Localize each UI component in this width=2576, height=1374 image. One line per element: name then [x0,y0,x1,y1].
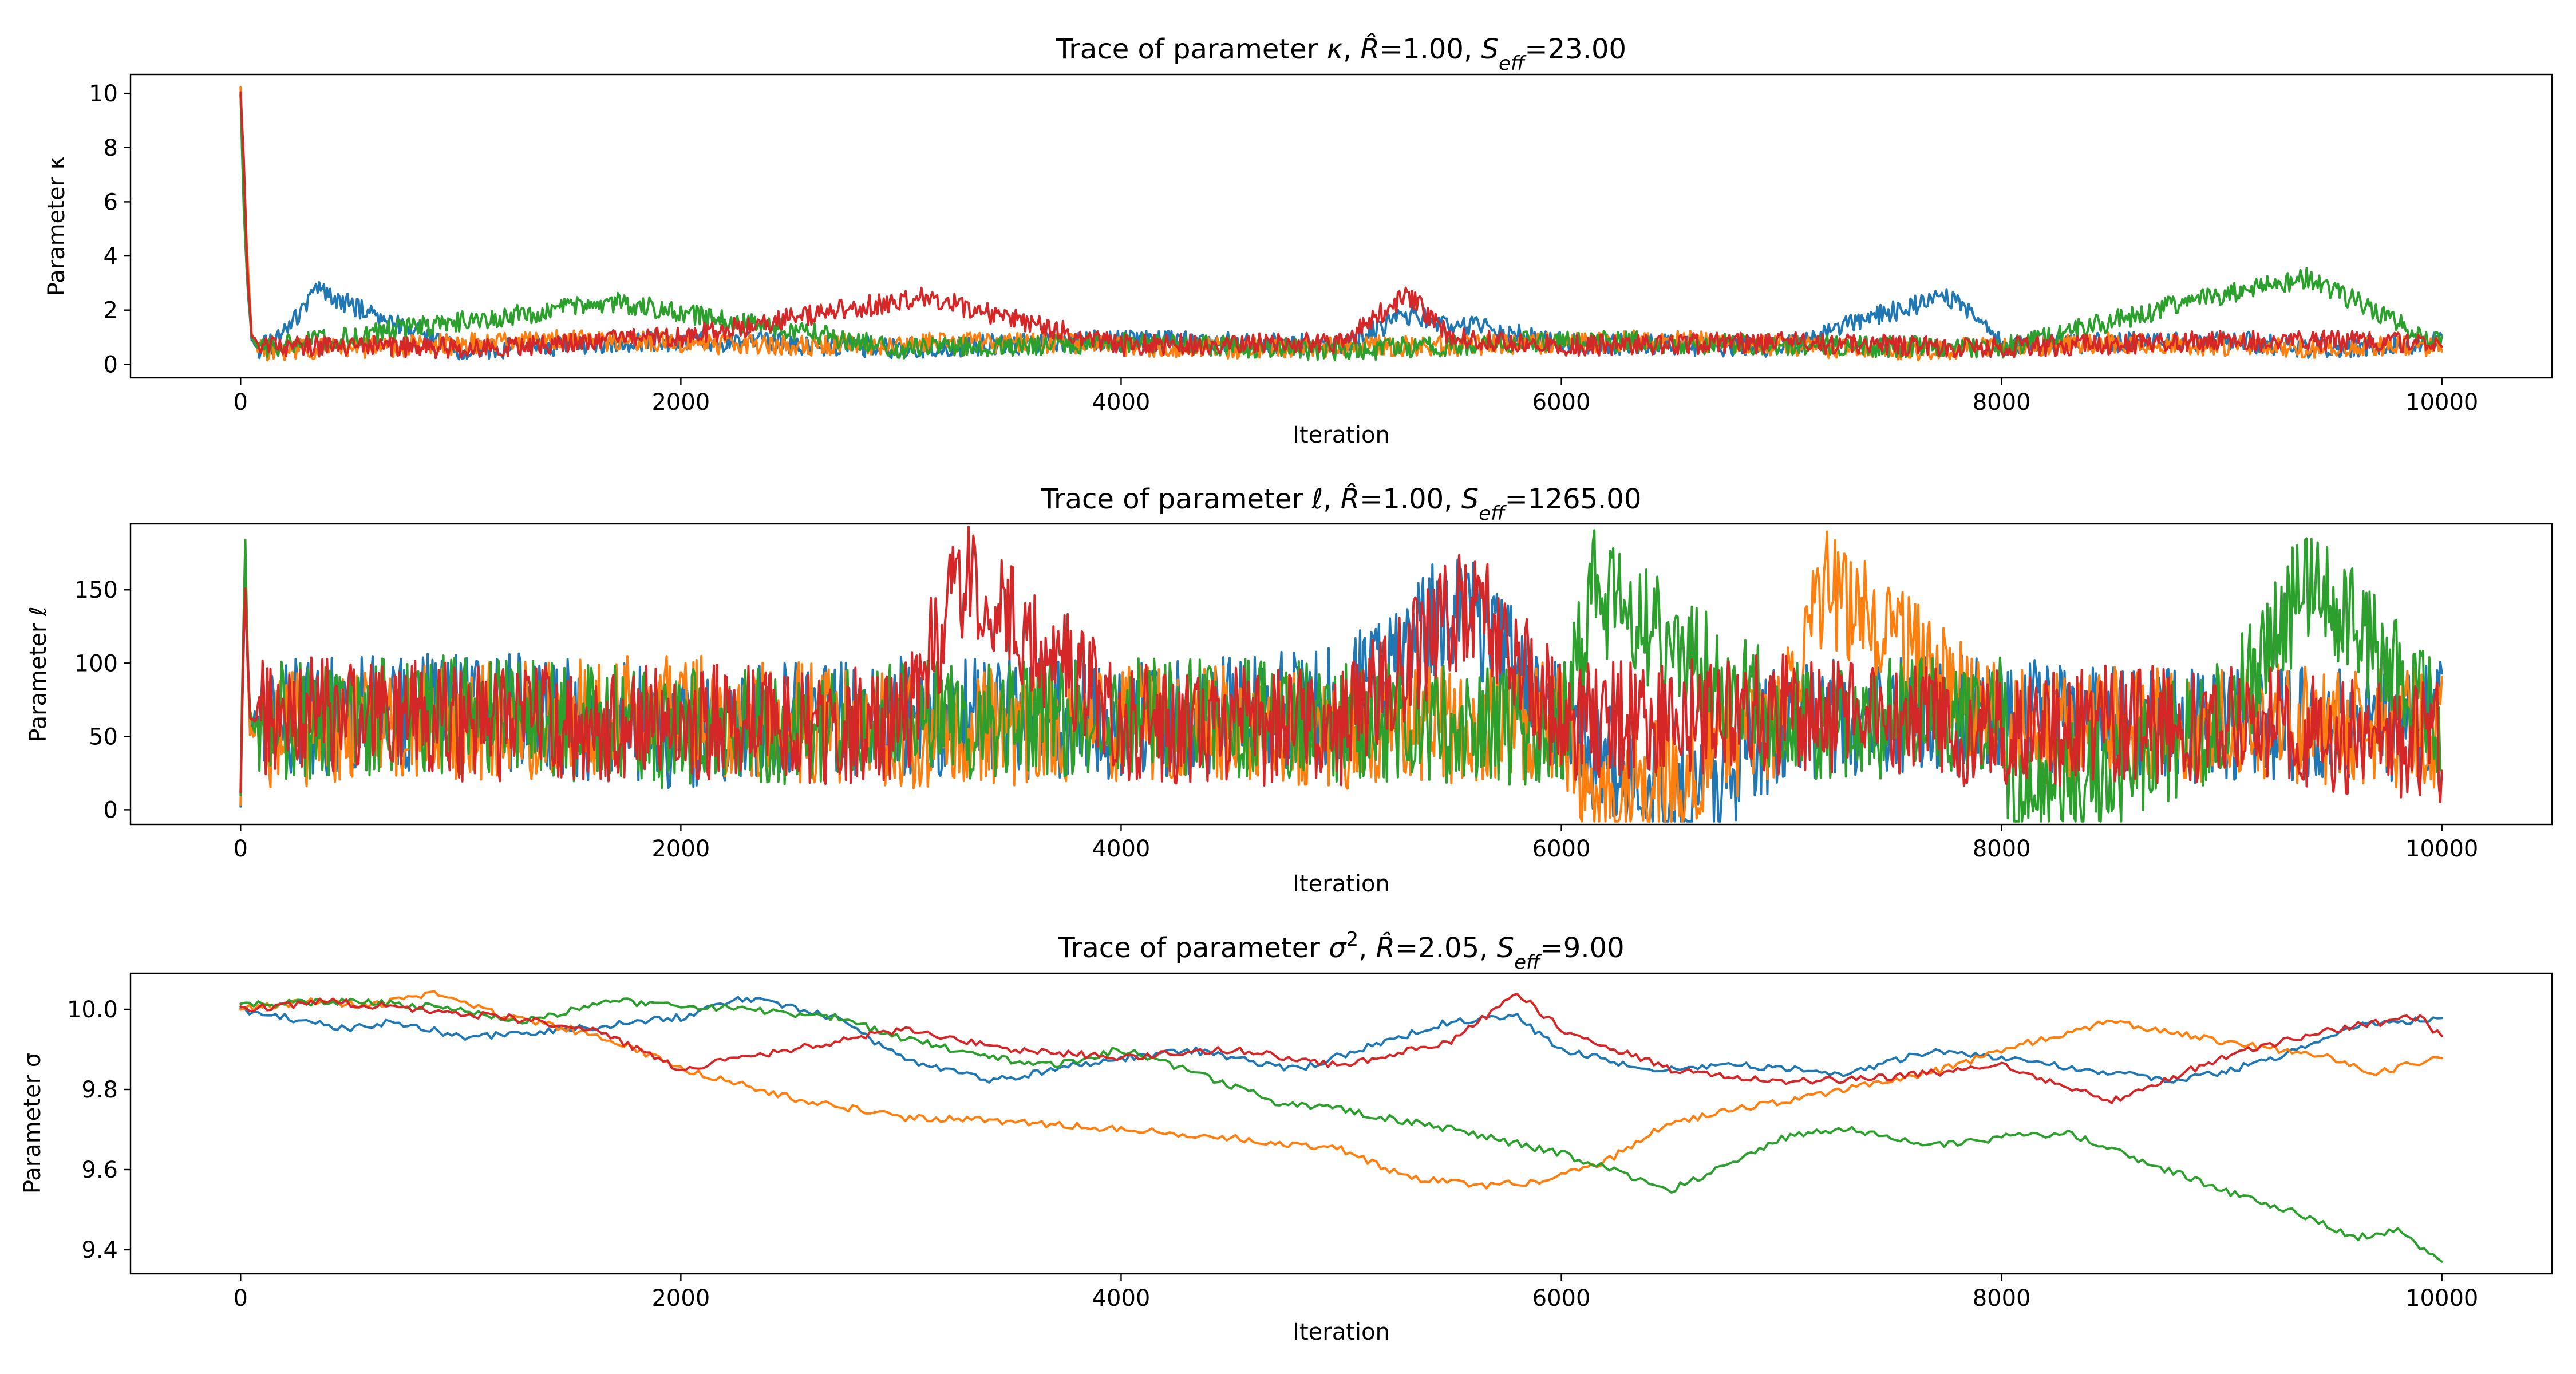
length-scale-ticks-group: 0 2000 4000 6000 8000 10000 0 50 100 150 [74,577,2479,862]
sigma-ticks-group: 0 2000 4000 6000 8000 10000 9.4 9.6 9.8 10.0 [67,997,2478,1312]
length-scale-y-tick-label: 100 [74,650,118,677]
sigma-trace-line-3 [239,997,2443,1263]
length-scale-y-axis-label: Parameter ℓ [25,606,52,742]
kappa-y-tick-label: 8 [104,135,118,161]
kappa-y-tick-label: 4 [104,243,118,270]
length-scale-x-tick-label: 10000 [2405,836,2478,862]
length-scale-trace-line-4 [239,526,2443,804]
kappa-y-tick-label: 10 [89,81,118,107]
kappa-x-tick-label: 4000 [1092,389,1151,416]
sigma-x-tick-label: 4000 [1092,1285,1151,1312]
sigma-y-tick-label: 10.0 [67,997,118,1023]
sigma-axes-frame [129,972,2553,1275]
sigma-y-tick-label: 9.6 [81,1157,118,1183]
sigma-trace-line-4 [239,993,2443,1104]
sigma-trace-panel: Trace of parameter σ2, R̂=2.05, Seff=9.0… [19,928,2553,1345]
sigma-y-axis-label: Parameter σ [19,1053,46,1194]
sigma-trace-line-2 [239,990,2443,1190]
length-scale-x-axis-label: Iteration [1293,871,1390,897]
length-scale-y-tick-label: 0 [104,797,118,823]
length-scale-y-tick-label: 150 [74,577,118,603]
kappa-y-tick-label: 6 [104,189,118,215]
kappa-x-tick-label: 10000 [2405,389,2478,416]
kappa-trace-line-4 [239,91,2443,360]
sigma-x-axis-label: Iteration [1293,1319,1390,1345]
sigma-y-tick-label: 9.8 [81,1077,118,1103]
kappa-x-tick-label: 2000 [651,389,710,416]
kappa-y-axis-label: Parameter κ [44,156,70,296]
kappa-axes-frame [129,73,2553,379]
length-scale-trace-panel: Trace of parameter ℓ, R̂=1.00, Seff=1265… [25,482,2553,897]
sigma-x-tick-label: 6000 [1532,1285,1591,1312]
sigma-trace-line-1 [239,996,2443,1084]
sigma-x-tick-label: 10000 [2405,1285,2478,1312]
sigma-x-tick-label: 8000 [1973,1285,2031,1312]
kappa-x-tick-label: 8000 [1973,389,2031,416]
kappa-panel-title: Trace of parameter κ, R̂=1.00, Seff=23.0… [1056,32,1626,75]
length-scale-series-group [239,526,2443,823]
kappa-x-axis-label: Iteration [1293,422,1390,448]
kappa-ticks-group: 0 2000 4000 6000 8000 10000 0 2 4 6 8 10 [89,81,2478,416]
length-scale-panel-title: Trace of parameter ℓ, R̂=1.00, Seff=1265… [1041,482,1642,525]
length-scale-axes-frame [129,523,2553,826]
kappa-series-group [239,86,2443,362]
sigma-x-tick-label: 0 [234,1285,248,1312]
kappa-x-tick-label: 6000 [1532,389,1591,416]
kappa-y-tick-label: 2 [104,298,118,324]
kappa-y-tick-label: 0 [104,352,118,378]
length-scale-x-tick-label: 8000 [1973,836,2031,862]
kappa-trace-panel: Trace of parameter κ, R̂=1.00, Seff=23.0… [44,32,2553,448]
sigma-x-tick-label: 2000 [651,1285,710,1312]
length-scale-x-tick-label: 6000 [1532,836,1591,862]
length-scale-x-tick-label: 0 [234,836,248,862]
sigma-series-group [239,990,2443,1263]
sigma-panel-title: Trace of parameter σ2, R̂=2.05, Seff=9.0… [1057,928,1624,974]
length-scale-x-tick-label: 4000 [1092,836,1151,862]
length-scale-y-tick-label: 50 [89,724,118,750]
kappa-trace-line-3 [239,94,2443,361]
length-scale-x-tick-label: 2000 [651,836,710,862]
sigma-y-tick-label: 9.4 [81,1237,118,1264]
kappa-x-tick-label: 0 [234,389,248,416]
